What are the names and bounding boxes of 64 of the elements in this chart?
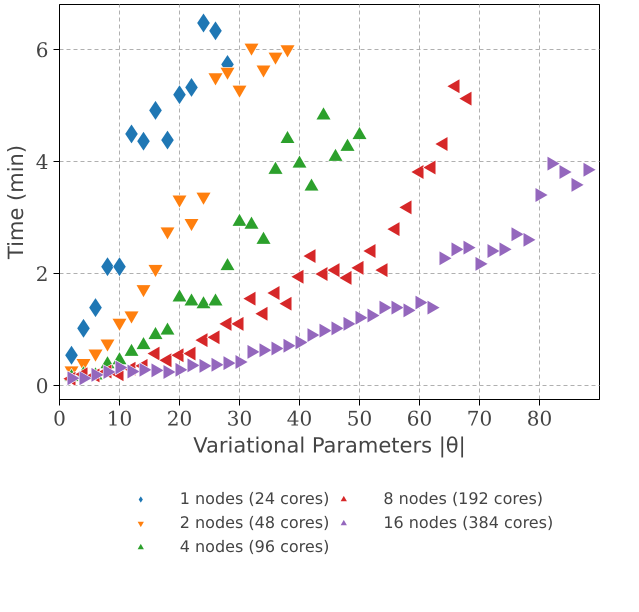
x-tick-label: 30 <box>226 406 252 430</box>
point <box>438 250 452 266</box>
point <box>186 358 200 374</box>
point <box>426 300 440 316</box>
point <box>126 364 140 380</box>
x-tick-label: 0 <box>53 406 66 430</box>
y-tick-label: 6 <box>36 38 49 62</box>
point <box>474 256 488 272</box>
point <box>174 362 188 378</box>
point <box>342 316 356 332</box>
y-axis-title: Time (min) <box>4 144 28 260</box>
x-tick-label: 60 <box>406 406 432 430</box>
point <box>510 226 524 242</box>
x-tick-label: 50 <box>346 406 372 430</box>
point <box>486 243 500 259</box>
legend-label: 1 nodes (24 cores) <box>180 489 330 508</box>
point <box>522 232 536 248</box>
point <box>402 302 416 318</box>
point <box>330 320 344 336</box>
point <box>534 187 548 203</box>
point <box>162 364 176 380</box>
x-tick-label: 80 <box>526 406 552 430</box>
y-tick-label: 2 <box>36 262 49 286</box>
point <box>498 242 512 258</box>
point <box>150 362 164 378</box>
x-axis-title: Variational Parameters |θ| <box>193 434 466 458</box>
point <box>90 367 104 383</box>
point <box>222 355 236 371</box>
point <box>210 356 224 373</box>
point <box>66 370 80 386</box>
point <box>414 294 428 310</box>
x-tick-label: 10 <box>106 406 132 430</box>
point <box>138 362 152 378</box>
x-tick-label: 40 <box>286 406 312 430</box>
point <box>78 370 92 386</box>
point <box>366 308 380 324</box>
point <box>378 300 392 316</box>
legend-label: 8 nodes (192 cores) <box>383 489 544 508</box>
point <box>582 162 596 178</box>
legend-label: 4 nodes (96 cores) <box>180 537 330 556</box>
point <box>294 334 308 350</box>
point <box>114 360 128 376</box>
point <box>546 156 560 172</box>
point <box>390 300 404 316</box>
point <box>198 358 212 374</box>
legend-label: 16 nodes (384 cores) <box>383 513 554 532</box>
point <box>318 322 332 338</box>
x-tick-label: 20 <box>166 406 192 430</box>
point <box>462 240 476 256</box>
point <box>270 340 284 356</box>
x-tick-label: 70 <box>466 406 492 430</box>
point <box>306 327 320 343</box>
point <box>558 164 572 180</box>
point <box>450 242 464 258</box>
y-tick-label: 0 <box>36 374 49 398</box>
point <box>282 338 296 354</box>
point <box>570 177 584 193</box>
point <box>234 354 248 370</box>
point <box>246 344 260 360</box>
legend-label: 2 nodes (48 cores) <box>180 513 330 532</box>
point <box>102 364 116 380</box>
point <box>354 310 368 326</box>
y-tick-label: 4 <box>36 150 49 174</box>
point <box>258 342 272 358</box>
